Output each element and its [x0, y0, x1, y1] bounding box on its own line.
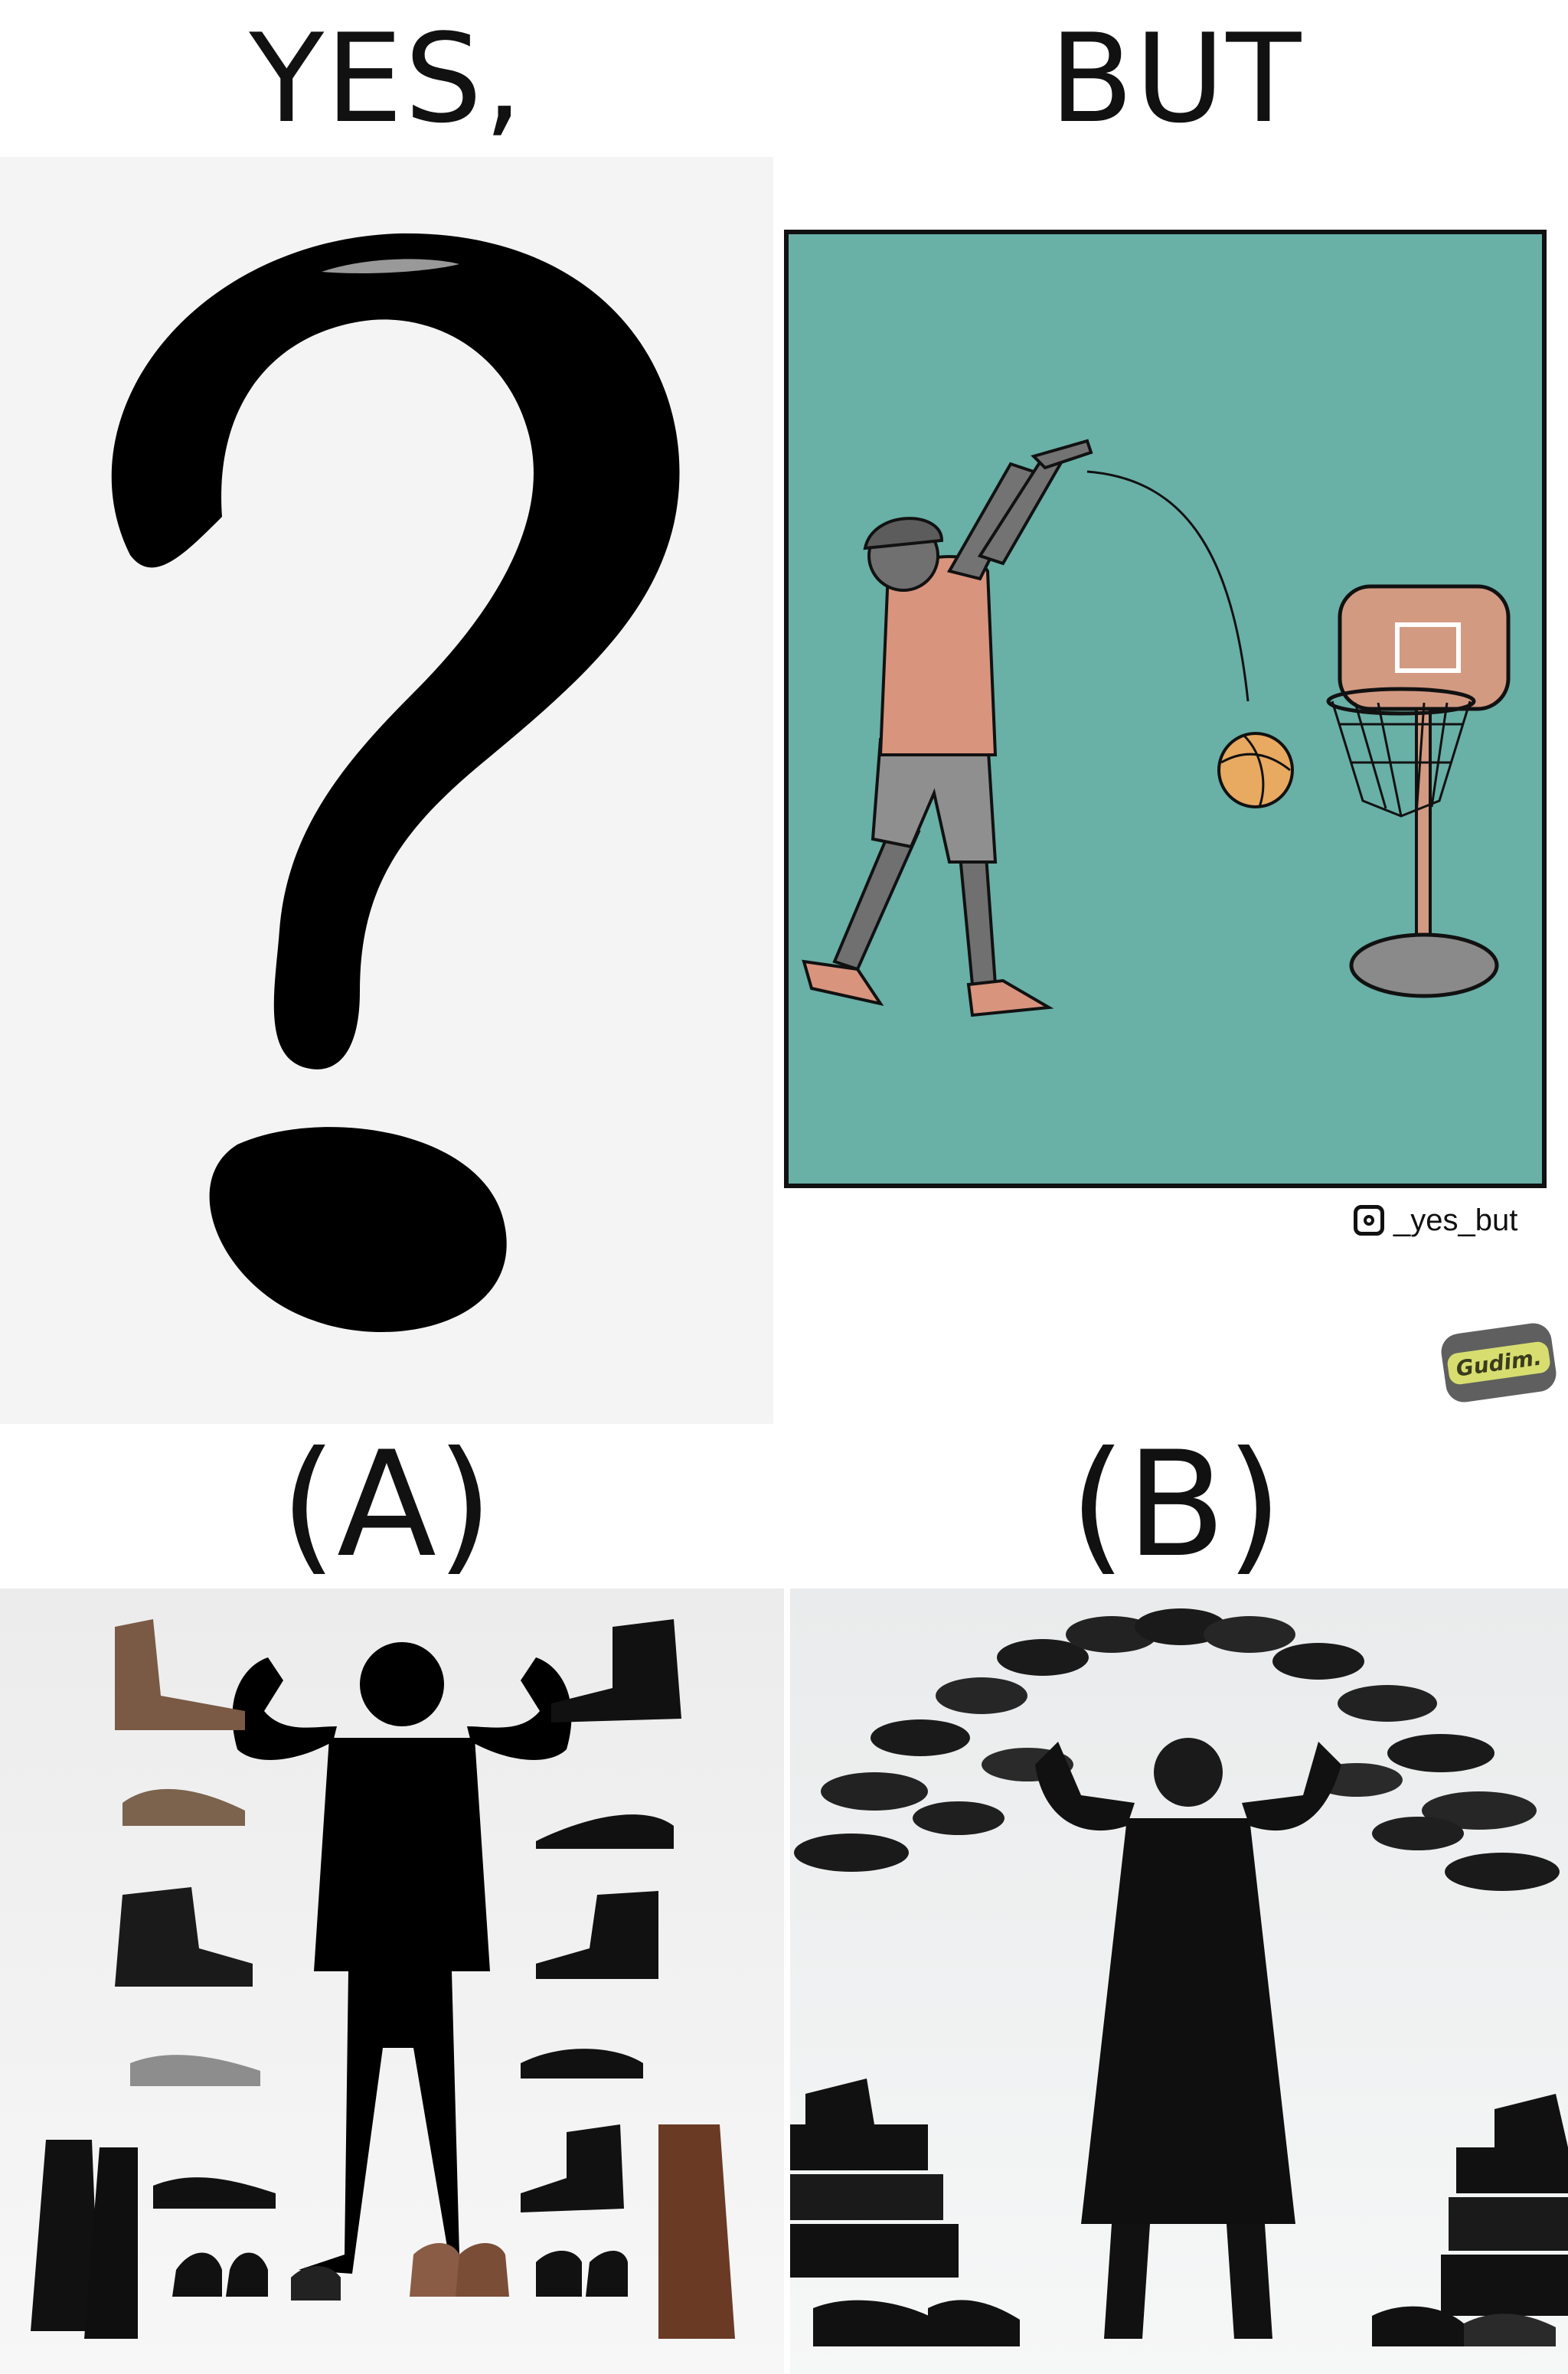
ball-trajectory	[1086, 470, 1250, 702]
instagram-credit: _yes_but	[1354, 1199, 1560, 1242]
shoe-collection-floor	[172, 2243, 628, 2301]
shoe-arch	[794, 1608, 1560, 1891]
option-a-label: (A)	[279, 1419, 494, 1589]
robed-figure	[1035, 1738, 1341, 2339]
basketball-comic-panel	[784, 230, 1547, 1188]
but-heading: BUT	[1049, 7, 1303, 150]
silhouette-figure	[232, 1642, 572, 2274]
badge-text: Gudim.	[1446, 1340, 1551, 1386]
player-illustration	[802, 439, 1093, 1017]
figure-with-shoe-arch-scene	[790, 1608, 1568, 2346]
shoe-boxes-right	[1372, 2094, 1568, 2346]
option-b-label: (B)	[1069, 1419, 1283, 1589]
instagram-icon	[1354, 1205, 1384, 1236]
shoe-boxes-left	[790, 2078, 1020, 2346]
shoe-collection-right	[521, 1619, 735, 2339]
credit-handle: _yes_but	[1393, 1203, 1518, 1237]
basketball-scene	[802, 439, 1511, 1017]
question-mark-icon	[111, 233, 680, 1332]
option-b-image	[790, 1589, 1568, 2374]
basketball-icon	[1217, 732, 1294, 808]
question-mark-panel	[0, 157, 773, 1424]
silhouette-with-shoes-scene	[31, 1619, 735, 2339]
basketball-hoop	[1326, 584, 1511, 998]
yes-heading: YES,	[249, 7, 524, 150]
shoe-collection-left	[31, 1619, 276, 2339]
gudim-badge: Gudim.	[1439, 1321, 1559, 1405]
option-a-image	[0, 1589, 784, 2374]
